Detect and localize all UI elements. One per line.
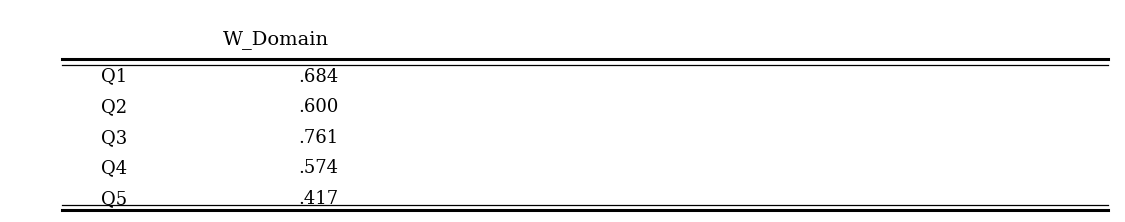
Text: W_Domain: W_Domain <box>223 30 328 50</box>
Text: .574: .574 <box>298 159 339 178</box>
Text: Q5: Q5 <box>101 190 127 208</box>
Text: .417: .417 <box>298 190 339 208</box>
Text: Q4: Q4 <box>101 159 127 178</box>
Text: .600: .600 <box>298 98 339 116</box>
Text: .761: .761 <box>298 129 339 147</box>
Text: Q1: Q1 <box>101 67 127 86</box>
Text: .684: .684 <box>298 67 339 86</box>
Text: Q3: Q3 <box>101 129 127 147</box>
Text: Q2: Q2 <box>101 98 127 116</box>
